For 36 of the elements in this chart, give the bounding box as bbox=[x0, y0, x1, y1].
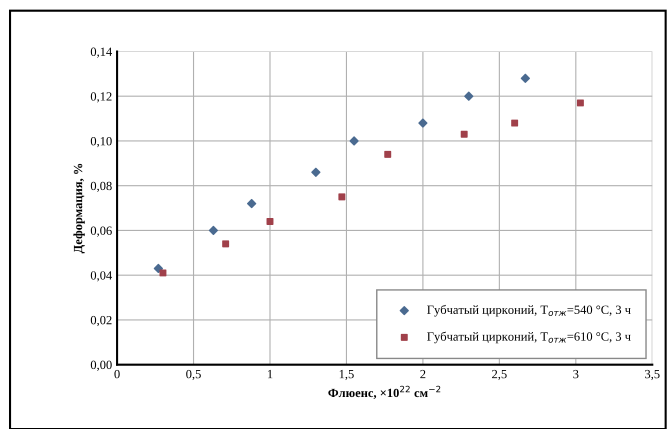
y-tick-label: 0,00 bbox=[90, 360, 112, 371]
y-tick-label: 0,10 bbox=[90, 136, 112, 148]
point bbox=[208, 226, 218, 236]
y-tick-label: 0,04 bbox=[90, 271, 112, 282]
point bbox=[384, 150, 392, 158]
y-tick-label: 0,02 bbox=[90, 316, 112, 326]
point bbox=[511, 120, 518, 127]
point bbox=[247, 198, 256, 208]
y-axis-title: Деформация, % bbox=[73, 164, 85, 254]
x-tick-label: 3 bbox=[573, 370, 578, 378]
point bbox=[520, 74, 530, 83]
y-tick-label: 0,08 bbox=[90, 182, 112, 192]
y-tick-label: 0,12 bbox=[90, 92, 112, 102]
x-tick-label: 1 bbox=[268, 370, 272, 378]
point bbox=[266, 218, 274, 225]
x-tick-label: 0,5 bbox=[186, 370, 201, 380]
x-tick-label: 2 bbox=[420, 370, 426, 378]
point bbox=[418, 118, 428, 128]
point bbox=[154, 264, 163, 274]
x-tick-label: 2,5 bbox=[492, 370, 507, 380]
legend-label: Губчатый цирконий, T$_{отж}$=540 °C, 3 ч bbox=[427, 304, 631, 317]
x-tick-label: 3,5 bbox=[645, 370, 660, 380]
point bbox=[349, 136, 359, 146]
y-tick-label: 0,06 bbox=[90, 226, 112, 237]
point bbox=[311, 168, 320, 177]
point bbox=[464, 92, 474, 101]
point bbox=[576, 99, 584, 106]
point bbox=[460, 130, 468, 138]
x-tick-label: 1,5 bbox=[340, 370, 354, 380]
point bbox=[159, 269, 166, 276]
point bbox=[338, 193, 346, 200]
x-axis-title: Флюенс, ×10$^{22}$ см$^{−2}$ bbox=[328, 386, 440, 399]
y-tick-label: 0,14 bbox=[90, 48, 112, 58]
point bbox=[222, 240, 230, 248]
x-tick-label: 0 bbox=[114, 370, 120, 378]
legend-label: Губчатый цирконий, T$_{отж}$=610 °C, 3 ч bbox=[427, 332, 631, 344]
